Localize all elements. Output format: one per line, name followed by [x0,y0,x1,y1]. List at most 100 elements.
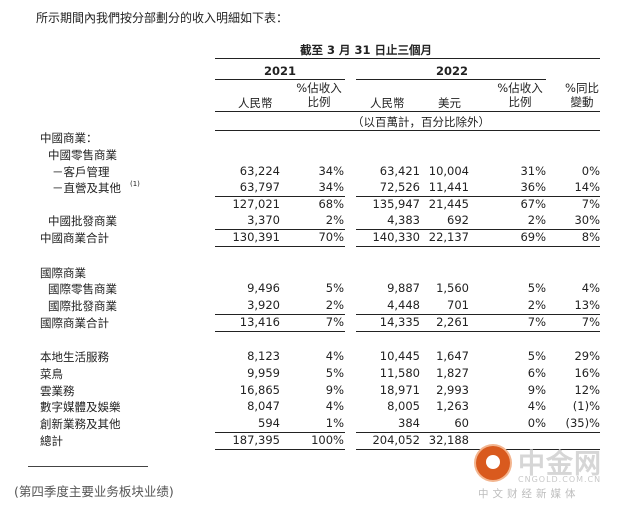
cell-rmb-2021: 63,224 [239,164,280,178]
intl-total-rule-2021 [215,314,345,315]
cell-rmb-2022: 8,005 [387,399,420,413]
cell-pct-2022: 0% [527,416,546,430]
cell-pct-2021: 5% [325,366,344,380]
cell-rmb-2022: 72,526 [379,180,420,194]
cell-usd-2022: 692 [447,213,469,227]
cell-pct-2021: 68% [318,197,344,211]
period-rule [215,58,600,59]
grand-total-rule-2022 [356,432,600,433]
cell-yoy: 7% [581,315,600,329]
cell-pct-2022: 6% [527,366,546,380]
cell-rmb-2021: 8,123 [247,349,280,363]
cell-rmb-2022: 10,445 [379,349,420,363]
cell-pct-2021: 1% [325,416,344,430]
row-label: 本地生活服務 [40,350,109,364]
cell-rmb-2022: 204,052 [372,433,420,447]
cell-rmb-2022: 11,580 [379,366,420,380]
cell-yoy: 8% [581,230,600,244]
cell-yoy: 13% [574,298,600,312]
cell-rmb-2021: 127,021 [232,197,280,211]
cell-rmb-2021: 8,047 [247,399,280,413]
cell-pct-2021: 34% [318,180,344,194]
cell-yoy: 7% [581,197,600,211]
cell-rmb-2022: 4,383 [387,213,420,227]
cell-yoy: 4% [581,281,600,295]
china-total-bottom-2021 [215,246,345,247]
row-label: 數字媒體及娛樂 [40,400,121,414]
cell-pct-2022: 31% [520,164,546,178]
cell-usd-2022: 22,137 [428,230,469,244]
footnote-rule [28,466,148,467]
cell-pct-2021: 70% [318,230,344,244]
cell-pct-2021: 5% [325,281,344,295]
cell-rmb-2022: 9,887 [387,281,420,295]
row-label: 國際商業合計 [40,316,109,330]
cell-rmb-2022: 4,448 [387,298,420,312]
col-2021-pct-line1: %佔收入 [296,81,342,95]
table-row: 數字媒體及娛樂 8,047 4% 8,005 1,263 4% (1)% [0,399,627,415]
cell-usd-2022: 32,188 [428,433,469,447]
grand-total-bottom-2022 [356,449,600,450]
year-2022-rule [356,79,546,80]
table-row: －直營及其他 (1) 63,797 34% 72,526 11,441 36% 14% [0,180,627,196]
row-label: －直營及其他 [52,181,121,195]
cell-rmb-2021: 13,416 [239,315,280,329]
col-yoy-header: %同比 變動 [562,81,602,109]
cell-usd-2022: 1,560 [436,281,469,295]
row-label: 中國批發商業 [48,214,117,228]
cell-usd-2022: 60 [454,416,469,430]
cell-rmb-2021: 3,370 [247,213,280,227]
year-2022-header: 2022 [436,64,469,78]
grand-total-rule-2021 [215,432,345,433]
cell-usd-2022: 701 [447,298,469,312]
row-label: 中國商業： [40,131,98,145]
table-row: 雲業務 16,865 9% 18,971 2,993 9% 12% [0,383,627,399]
cell-pct-2022: 2% [527,298,546,312]
table-row: －客戶管理 63,224 34% 63,421 10,004 31% 0% [0,164,627,180]
watermark-url: CNGOLD.COM.CN [518,475,602,484]
footnote: (第四季度主要业务板块业绩) [14,484,174,499]
watermark-slogan: 中文财经新媒体 [478,488,580,500]
cell-rmb-2022: 63,421 [379,164,420,178]
cell-rmb-2021: 130,391 [232,230,280,244]
cell-yoy: (35)% [565,416,600,430]
table-row: 中國批發商業 3,370 2% 4,383 692 2% 30% [0,213,627,229]
row-label: 中國商業合計 [40,231,109,245]
cell-usd-2022: 10,004 [428,164,469,178]
cell-rmb-2021: 9,496 [247,281,280,295]
table-row: 127,021 68% 135,947 21,445 67% 7% [0,197,627,213]
coin-logo-icon [476,446,510,480]
col-2022-rmb-header: 人民幣 [370,96,405,110]
row-label: 國際商業 [40,266,86,280]
row-label: 中國零售商業 [48,148,117,162]
intl-total-bottom-2022 [356,331,600,332]
cell-rmb-2021: 16,865 [239,383,280,397]
cell-rmb-2021: 63,797 [239,180,280,194]
table-row: 國際商業合計 13,416 7% 14,335 2,261 7% 7% [0,315,627,331]
cell-yoy: 14% [574,180,600,194]
table-row: 本地生活服務 8,123 4% 10,445 1,647 5% 29% [0,349,627,365]
cell-pct-2022: 5% [527,349,546,363]
watermark-logo: 中金网 CNGOLD.COM.CN 中文财经新媒体 [472,442,622,506]
table-row: 國際商業 [0,265,627,281]
cell-yoy: 0% [581,164,600,178]
cell-usd-2022: 2,993 [436,383,469,397]
intro-text: 所示期間內我們按分部劃分的收入明細如下表： [36,11,289,25]
china-total-rule-2022 [356,229,600,230]
row-label: 創新業務及其他 [40,417,121,431]
row-label: 國際批發商業 [48,299,117,313]
cell-pct-2022: 2% [527,213,546,227]
watermark-name: 中金网 [518,449,602,480]
unit-note-rule [215,130,600,131]
intl-total-rule-2022 [356,314,600,315]
unit-note: （以百萬計，百分比除外） [352,115,490,129]
cell-pct-2021: 100% [311,433,344,447]
cell-rmb-2022: 140,330 [372,230,420,244]
cell-usd-2022: 11,441 [428,180,469,194]
cell-pct-2021: 2% [325,298,344,312]
cell-rmb-2022: 18,971 [379,383,420,397]
cell-rmb-2022: 135,947 [372,197,420,211]
cell-rmb-2022: 384 [398,416,420,430]
col-2022-usd-header: 美元 [438,96,461,110]
year-2021-header: 2021 [264,64,297,78]
